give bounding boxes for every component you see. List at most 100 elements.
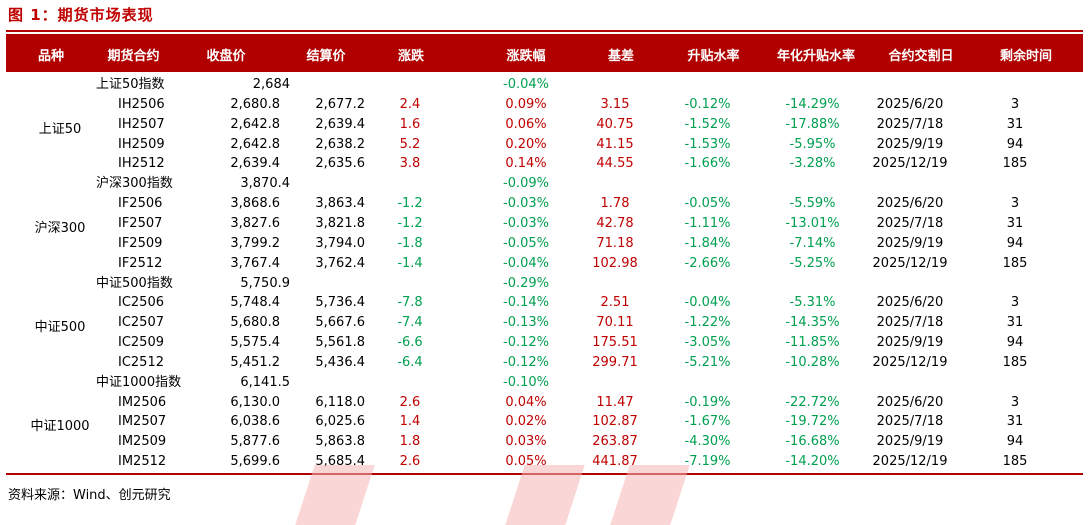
table-cell: 2025/9/19: [876, 335, 944, 351]
table-cell: 2,684: [252, 77, 290, 92]
table-cell: 2.51: [600, 295, 630, 311]
table-cell: 42.78: [596, 215, 634, 231]
table-cell: -0.03%: [503, 215, 549, 231]
table-cell: 70.11: [596, 315, 634, 331]
top-rule: [6, 30, 1083, 32]
table-cell: -14.20%: [785, 454, 840, 470]
table-cell: 102.87: [592, 414, 638, 430]
table-cell: -0.03%: [503, 196, 549, 212]
table-cell: -3.05%: [684, 335, 731, 351]
table-cell: IM2509: [118, 434, 167, 450]
table-cell: 2025/6/20: [876, 295, 944, 311]
table-cell: 3: [1010, 96, 1020, 112]
table-cell: 31: [1006, 414, 1024, 430]
table-cell: 2.6: [399, 454, 421, 470]
header-cell: 年化升贴水率: [776, 49, 855, 64]
table-cell: 2025/9/19: [876, 136, 944, 152]
table-cell: 185: [1002, 156, 1028, 172]
table-cell: 2025/9/19: [876, 434, 944, 450]
table-cell: -3.28%: [789, 156, 836, 172]
table-cell: 5.2: [399, 136, 421, 152]
table-cell: 31: [1006, 215, 1024, 231]
table-cell: -22.72%: [785, 394, 840, 410]
table-cell: 3,863.4: [315, 196, 365, 212]
table-cell: -16.68%: [785, 434, 840, 450]
table-cell: 6,141.5: [240, 374, 290, 390]
table-cell: 2,680.8: [230, 96, 280, 112]
table-cell: -14.29%: [785, 96, 840, 112]
table-cell: IF2506: [118, 196, 163, 212]
table-cell: IC2512: [118, 354, 164, 370]
table-cell: IF2509: [118, 235, 163, 251]
table-cell: 3,767.4: [230, 255, 280, 271]
table-cell: 1.4: [399, 414, 421, 430]
table-cell: -0.12%: [503, 335, 549, 351]
table-cell: -0.14%: [503, 295, 549, 311]
table-cell: 5,436.4: [315, 354, 365, 370]
table-cell: -0.05%: [503, 235, 549, 251]
table-cell: -0.05%: [684, 196, 731, 212]
table-cell: IH2506: [118, 96, 165, 112]
table-cell: -7.14%: [789, 235, 836, 251]
table-cell: 2025/7/18: [876, 116, 944, 132]
table-cell: 11.47: [596, 394, 634, 410]
table-cell: 71.18: [596, 235, 634, 251]
table-cell: 5,736.4: [315, 295, 365, 311]
table-cell: -6.6: [397, 335, 423, 351]
table-cell: 441.87: [592, 454, 638, 470]
table-cell: -5.25%: [789, 255, 836, 271]
table-cell: 2,635.6: [315, 156, 365, 172]
table-cell: -1.67%: [684, 414, 731, 430]
table-cell: 2025/7/18: [876, 414, 944, 430]
table-cell: -5.59%: [789, 196, 836, 212]
header-cell: 涨跌: [397, 49, 424, 64]
table-cell: 5,561.8: [315, 335, 365, 351]
table-cell: 2025/12/19: [872, 454, 948, 470]
table-cell: 94: [1006, 235, 1024, 251]
table-cell: IF2512: [118, 255, 163, 271]
table-cell: 2.6: [399, 394, 421, 410]
table-cell: 2025/12/19: [872, 255, 948, 271]
table-cell: -4.30%: [684, 434, 731, 450]
table-cell: 5,667.6: [315, 315, 365, 331]
table-cell: 2025/6/20: [876, 196, 944, 212]
table-cell: 5,863.8: [315, 434, 365, 450]
table-cell: 6,038.6: [230, 414, 280, 430]
table-cell: 31: [1006, 116, 1024, 132]
table-cell: 0.20%: [505, 136, 547, 152]
table-cell: 2025/12/19: [872, 354, 948, 370]
table-cell: 0.09%: [505, 96, 547, 112]
table-cell: -0.13%: [503, 315, 549, 331]
table-cell: IM2507: [118, 414, 167, 430]
header-cell: 剩余时间: [999, 49, 1052, 64]
table-cell: 2,639.4: [230, 156, 280, 172]
table-cell: -5.21%: [684, 354, 731, 370]
table-cell: -0.04%: [503, 77, 549, 92]
table-cell: 31: [1006, 315, 1024, 331]
table-cell: IC2507: [118, 315, 164, 331]
table-cell: -6.4: [397, 354, 423, 370]
table-cell: -1.52%: [684, 116, 731, 132]
table-cell: 2,642.8: [230, 136, 280, 152]
table-cell: 2025/9/19: [876, 235, 944, 251]
table-cell: 44.55: [596, 156, 634, 172]
table-header: 品种 期货合约 收盘价 结算价 涨跌 涨跌幅 基差 升贴水率 年化升贴水率 合约交割日 剩余时间: [6, 34, 1083, 72]
table-cell: -5.31%: [789, 295, 836, 311]
table-cell: 5,750.9: [240, 275, 290, 291]
table-cell: 102.98: [592, 255, 638, 271]
table-cell: -0.12%: [503, 354, 549, 370]
table-cell: IH2512: [118, 156, 165, 172]
table-cell: 2.4: [399, 96, 421, 112]
table-cell: 3,827.6: [230, 215, 280, 231]
header-cell: 期货合约: [107, 49, 160, 64]
table-cell: 2,639.4: [315, 116, 365, 132]
table-cell: -1.53%: [684, 136, 731, 152]
table-cell: -1.84%: [684, 235, 731, 251]
table-cell: -1.66%: [684, 156, 731, 172]
table-cell: -1.2: [397, 215, 423, 231]
source-note: 资料来源：Wind、创元研究: [8, 488, 171, 503]
table-cell: 0.02%: [505, 414, 547, 430]
table-cell: -7.8: [397, 295, 423, 311]
table-cell: -1.8: [397, 235, 423, 251]
table-cell: 185: [1002, 255, 1028, 271]
